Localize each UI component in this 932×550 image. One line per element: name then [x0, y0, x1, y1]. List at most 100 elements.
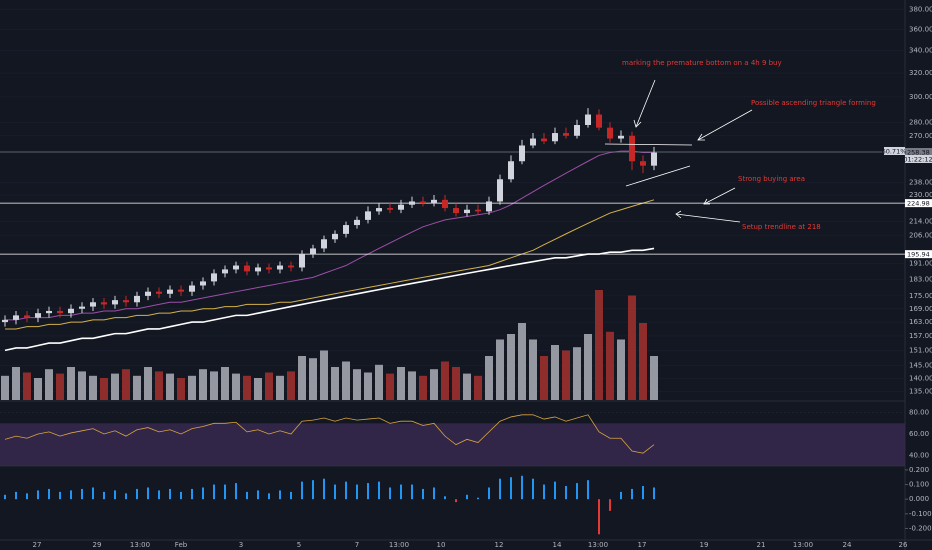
y-tick-label: 214.00	[909, 218, 932, 226]
macd-bar	[235, 483, 237, 500]
macd-bar	[246, 491, 248, 500]
x-tick-label: 27	[33, 541, 42, 549]
macd-bar	[15, 491, 17, 500]
x-tick-label: 14	[553, 541, 562, 549]
volume-bar	[23, 372, 31, 400]
x-tick-label: 17	[638, 541, 647, 549]
candle-body	[651, 152, 657, 166]
candle-body	[629, 135, 635, 162]
volume-bar	[56, 373, 64, 400]
candle-body	[310, 248, 316, 255]
candle-body	[255, 267, 261, 272]
volume-bar	[1, 375, 9, 400]
macd-bar	[543, 484, 545, 500]
volume-bar	[540, 356, 548, 400]
macd-bar	[499, 478, 501, 500]
candle-body	[123, 300, 129, 303]
arrowhead	[697, 133, 705, 141]
candle-body	[156, 291, 162, 294]
macd-bar	[576, 483, 578, 500]
macd-bar	[4, 494, 6, 500]
volume-bar	[639, 323, 647, 400]
x-tick-label: 13:00	[130, 541, 150, 549]
candle-body	[24, 315, 30, 318]
macd-bar	[257, 490, 259, 500]
candle-body	[266, 267, 272, 270]
moving-average	[5, 199, 655, 330]
macd-bar	[59, 491, 61, 500]
y-tick-label: 135.00	[909, 388, 932, 396]
volume-bar	[232, 373, 240, 400]
x-tick-label: 7	[355, 541, 359, 549]
x-tick-label: 13:00	[588, 541, 608, 549]
candle-body	[354, 219, 360, 226]
annotation: marking the premature bottom on a 4h 9 b…	[622, 59, 782, 67]
volume-bar	[496, 339, 504, 400]
volume-bar	[78, 371, 86, 400]
volume-bar	[144, 367, 152, 400]
arrowhead	[633, 119, 642, 128]
candle-body	[233, 265, 239, 270]
macd-bar	[488, 487, 490, 500]
candle-body	[497, 179, 503, 202]
x-tick-label: 13:00	[793, 541, 813, 549]
y-tick-label: 163.00	[909, 318, 932, 326]
annotation: Strong buying area	[738, 175, 805, 183]
macd-bar	[158, 490, 160, 500]
macd-bar	[180, 491, 182, 500]
volume-bar	[12, 367, 20, 400]
candle-body	[640, 161, 646, 166]
arrow	[697, 109, 753, 141]
x-tick-label: 10	[437, 541, 446, 549]
price-tag: 60.71%	[882, 148, 907, 156]
volume-bar	[287, 371, 295, 400]
candle-body	[365, 211, 371, 220]
macd-bar	[422, 488, 424, 500]
annotation: Possible ascending triangle forming	[751, 99, 876, 107]
y-tick-label: 300.00	[909, 93, 932, 101]
volume-bar	[419, 375, 427, 400]
macd-bar	[411, 484, 413, 500]
macd-bar	[642, 486, 644, 500]
y-tick-label: 340.00	[909, 47, 932, 55]
volume-bar	[188, 375, 196, 400]
macd-bar	[81, 488, 83, 500]
volume-bar	[353, 369, 361, 400]
price-tag-box	[884, 147, 905, 155]
rsi-tick-label: 80.00	[909, 409, 929, 417]
arrowhead	[675, 210, 682, 219]
volume-bar	[133, 375, 141, 400]
macd-bar	[213, 484, 215, 500]
volume-bar	[562, 350, 570, 400]
macd-bar	[224, 484, 226, 500]
macd-bar	[389, 487, 391, 500]
candle-body	[442, 199, 448, 209]
volume-bar	[474, 375, 482, 400]
candle-body	[574, 124, 580, 136]
macd-bar	[279, 490, 281, 500]
candle-body	[321, 239, 327, 249]
arrowhead	[703, 198, 710, 205]
y-tick-label: 169.00	[909, 305, 932, 313]
y-tick-label: 320.00	[909, 69, 932, 77]
volume-bar	[122, 369, 130, 400]
arrow	[675, 213, 741, 223]
price-label-box	[905, 148, 932, 157]
price-label-box	[905, 250, 932, 259]
macd-bar	[631, 488, 633, 500]
volume-bar	[617, 339, 625, 400]
macd-bar	[48, 488, 50, 500]
candle-body	[376, 208, 382, 212]
candle-body	[112, 300, 118, 305]
candle-body	[178, 289, 184, 292]
macd-bar	[37, 490, 39, 500]
macd-bar	[455, 499, 457, 503]
y-tick-label: 270.00	[909, 132, 932, 140]
macd-bar	[323, 478, 325, 500]
y-tick-label: 238.00	[909, 178, 932, 186]
volume-bar	[254, 378, 262, 400]
y-tick-label: 280.00	[909, 118, 932, 126]
volume-bar	[177, 378, 185, 400]
macd-bar	[103, 491, 105, 500]
